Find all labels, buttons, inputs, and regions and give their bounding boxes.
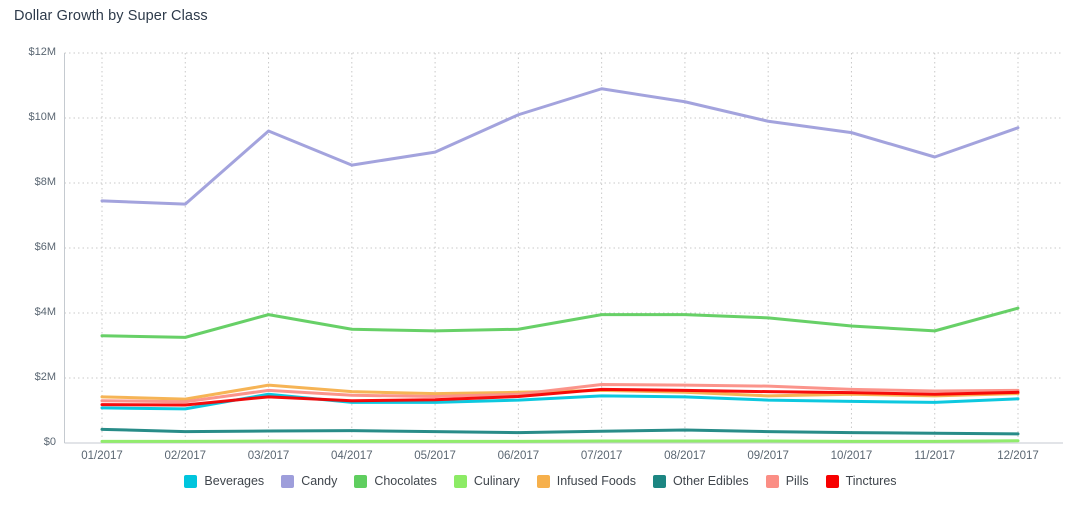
legend-swatch — [536, 474, 550, 488]
series-line-beverages — [100, 392, 1020, 411]
legend-label: Tinctures — [845, 474, 897, 488]
legend-item-candy[interactable]: Candy — [281, 474, 337, 488]
legend-label: Culinary — [473, 474, 520, 488]
series-line-pills — [100, 383, 1020, 404]
legend-item-pills[interactable]: Pills — [765, 474, 809, 488]
legend-swatch — [652, 474, 666, 488]
x-axis-tick-label: 04/2017 — [331, 450, 373, 462]
legend-label: Chocolates — [374, 474, 437, 488]
series-line-other-edibles — [100, 427, 1020, 436]
legend-swatch — [453, 474, 467, 488]
x-axis-tick-label: 05/2017 — [414, 450, 456, 462]
y-axis-tick-label: $0 — [43, 436, 56, 448]
x-axis-tick-label: 10/2017 — [830, 450, 873, 462]
legend-label: Infused Foods — [556, 474, 636, 488]
legend-swatch — [281, 474, 295, 488]
legend-item-chocolates[interactable]: Chocolates — [354, 474, 437, 488]
legend-swatch — [765, 474, 779, 488]
y-axis-tick-label: $2M — [34, 371, 56, 383]
chart-legend: Beverages Candy Chocolates Culinary Infused … — [0, 474, 1081, 488]
x-axis-tick-label: 01/2017 — [81, 450, 123, 462]
series-line-infused-foods — [100, 383, 1020, 401]
series-line-culinary — [100, 439, 1020, 443]
x-axis-tick-label: 06/2017 — [497, 450, 540, 462]
y-axis-tick-label: $6M — [34, 241, 56, 253]
x-axis-tick-label: 08/2017 — [664, 450, 706, 462]
x-axis-tick-label: 09/2017 — [747, 450, 789, 462]
legend-item-tinctures[interactable]: Tinctures — [825, 474, 897, 488]
legend-swatch — [184, 474, 198, 488]
legend-item-beverages[interactable]: Beverages — [184, 474, 264, 488]
series-line-tinctures — [100, 387, 1020, 407]
y-axis-tick-label: $12M — [28, 46, 56, 58]
x-axis-tick-label: 02/2017 — [164, 450, 207, 462]
legend-label: Other Edibles — [672, 474, 749, 488]
legend-label: Candy — [301, 474, 338, 488]
x-axis-tick-label: 07/2017 — [580, 450, 623, 462]
y-axis-tick-label: $4M — [34, 306, 56, 318]
legend-label: Pills — [785, 474, 809, 488]
chart-title: Dollar Growth by Super Class — [14, 8, 208, 24]
x-axis-tick-label: 12/2017 — [997, 450, 1039, 462]
legend-item-infused-foods[interactable]: Infused Foods — [536, 474, 636, 488]
legend-item-culinary[interactable]: Culinary — [453, 474, 520, 488]
legend-item-other-edibles[interactable]: Other Edibles — [652, 474, 749, 488]
x-axis-tick-label: 11/2017 — [914, 450, 956, 462]
y-axis-tick-label: $8M — [34, 176, 56, 188]
y-axis-tick-label: $10M — [28, 111, 56, 123]
legend-swatch — [825, 474, 839, 488]
series-line-chocolates — [100, 306, 1020, 339]
legend-swatch — [354, 474, 368, 488]
legend-label: Beverages — [204, 474, 265, 488]
series-line-candy — [100, 87, 1020, 206]
x-axis-tick-label: 03/2017 — [247, 450, 290, 462]
